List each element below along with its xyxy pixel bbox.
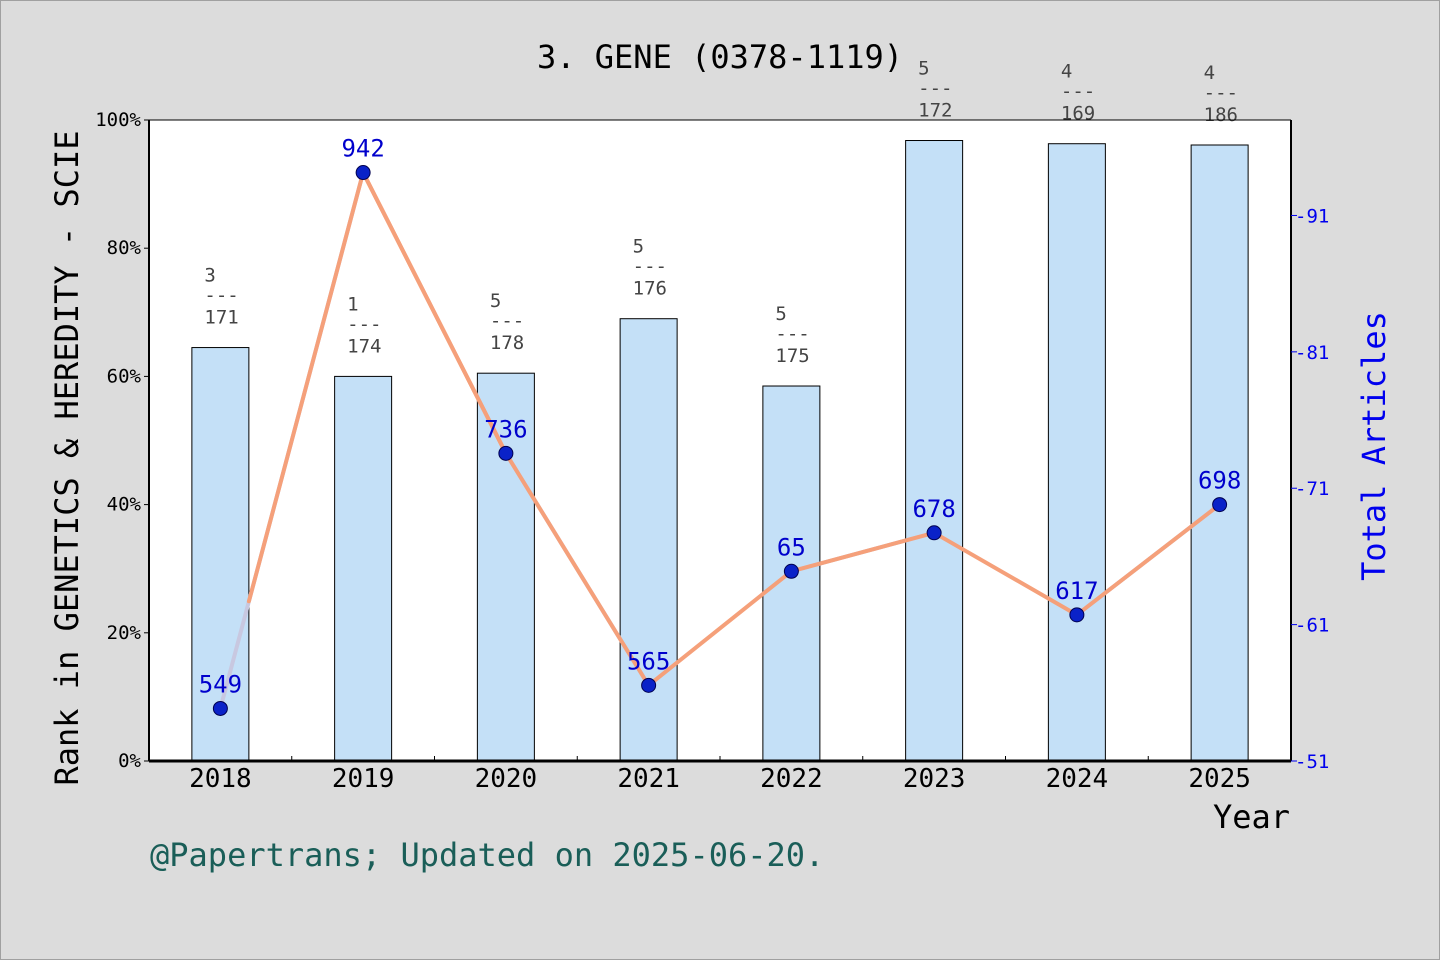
bar-2018: [191, 347, 250, 762]
x-tick-label-2023: 2023: [903, 764, 966, 794]
data-point-2024: [1069, 607, 1085, 623]
value-label-2019: 942: [341, 135, 384, 163]
rank-label-sep: ---: [775, 323, 809, 345]
y2-tick-label: -91: [1295, 205, 1329, 227]
data-point-2023: [926, 525, 942, 541]
rank-label-den: 175: [775, 345, 809, 367]
x-tick-label-2019: 2019: [332, 764, 395, 794]
rank-label-num: 3: [204, 265, 215, 287]
y2-axis-label: Total Articles: [1355, 311, 1393, 581]
bar-2025: [1190, 144, 1249, 762]
x-tick-label-2024: 2024: [1046, 764, 1109, 794]
line-segment-highlight: [1074, 502, 1222, 617]
rank-label-num: 4: [1061, 61, 1072, 83]
x-tick-label-2021: 2021: [617, 764, 680, 794]
rank-label-num: 5: [775, 303, 786, 325]
rank-label-sep: ---: [633, 256, 667, 278]
x-tick-label-2025: 2025: [1188, 764, 1251, 794]
data-point-2021: [641, 677, 657, 693]
rank-label-sep: ---: [490, 310, 524, 332]
line-segment-highlight: [246, 170, 366, 604]
bar-2019: [334, 375, 393, 762]
line-segment: [646, 569, 794, 688]
value-label-2020: 736: [484, 415, 527, 443]
y-tick-label: 100%: [95, 109, 141, 131]
value-label-2025: 698: [1198, 467, 1241, 495]
credit-text: @Papertrans; Updated on 2025-06-20.: [150, 836, 824, 874]
value-label-2023: 678: [912, 495, 955, 523]
x-tick-label-2020: 2020: [475, 764, 538, 794]
bars-group: 3---1711---1745---1785---1765---1755---1…: [191, 58, 1249, 762]
rank-label-num: 1: [347, 293, 358, 315]
y-tick-label: 80%: [107, 237, 142, 259]
rank-label-sep: ---: [347, 313, 381, 335]
y2-tick-label: -81: [1295, 342, 1329, 364]
y2-tick-label: -51: [1295, 751, 1329, 773]
rank-label-den: 171: [204, 307, 238, 329]
rank-label-num: 5: [490, 290, 501, 312]
bar-2024: [1047, 143, 1106, 762]
line-segment-highlight: [789, 530, 937, 574]
rank-label-den: 176: [633, 278, 667, 300]
data-point-2022: [783, 563, 799, 579]
value-label-2024: 617: [1055, 577, 1098, 605]
data-point-2025: [1212, 497, 1228, 513]
y2-tick-label: -71: [1295, 478, 1329, 500]
rank-label-sep: ---: [204, 285, 238, 307]
chart-title: 3. GENE (0378-1119): [537, 38, 903, 76]
value-label-2018: 549: [199, 670, 242, 698]
line-group: [212, 165, 1228, 716]
bar-2021: [619, 318, 678, 762]
line-segment-highlight: [503, 451, 651, 688]
line-segment-highlight: [361, 170, 508, 456]
bar-2020: [476, 372, 535, 762]
rank-label-den: 186: [1204, 104, 1238, 126]
rank-label-sep: ---: [1061, 81, 1095, 103]
line-segment: [932, 530, 1079, 617]
y-axis-label: Rank in GENETICS & HEREDITY - SCIE: [48, 130, 86, 785]
rank-label-den: 169: [1061, 103, 1095, 125]
rank-label-den: 174: [347, 335, 381, 357]
rank-label-num: 4: [1204, 62, 1215, 84]
y2-tick-label: -61: [1295, 615, 1329, 637]
data-point-2019: [355, 165, 371, 181]
axes-group: 0% 20% 40% 60% 80% 100% -51 -61 -71 -81 -91 2018 201…: [95, 109, 1329, 794]
data-point-2020: [498, 445, 514, 461]
rank-label-den: 172: [918, 100, 952, 122]
rank-label-num: 5: [918, 58, 929, 80]
plot-area: [149, 120, 1291, 761]
y-tick-label: 0%: [118, 750, 141, 772]
y-tick-label: 40%: [107, 494, 142, 516]
labels-group: 549 942 736 565 65 678 617 698: [199, 135, 1242, 699]
value-label-2022: 65: [777, 533, 806, 561]
rank-label-sep: ---: [918, 78, 952, 100]
data-point-2018: [212, 700, 228, 716]
y-tick-label: 60%: [107, 365, 142, 387]
rank-label-sep: ---: [1204, 82, 1238, 104]
x-tick-label-2022: 2022: [760, 764, 823, 794]
bar-2023: [905, 140, 964, 762]
y-tick-label: 20%: [107, 622, 142, 644]
x-tick-label-2018: 2018: [189, 764, 252, 794]
rank-label-num: 5: [633, 236, 644, 258]
rank-label-den: 178: [490, 332, 524, 354]
value-label-2021: 565: [627, 647, 670, 675]
x-axis-label: Year: [1213, 798, 1290, 836]
